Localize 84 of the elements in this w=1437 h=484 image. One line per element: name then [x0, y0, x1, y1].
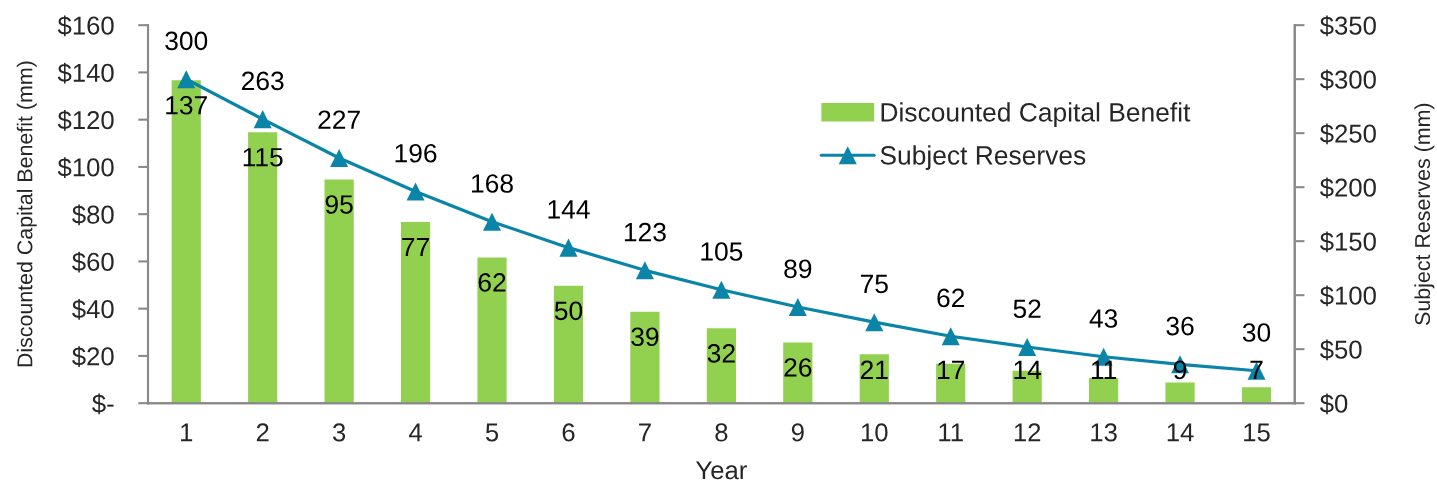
- data-label: 77: [402, 237, 429, 257]
- data-label: 123: [624, 222, 666, 242]
- y2-tick-label: $300: [1320, 69, 1376, 91]
- x-tick-label: 9: [791, 423, 804, 442]
- y-tick-label: $120: [57, 109, 114, 131]
- data-label: 26: [784, 358, 812, 377]
- data-label: 43: [1089, 309, 1118, 328]
- bar: [705, 326, 738, 404]
- data-label: 144: [548, 200, 590, 219]
- data-label: 89: [784, 259, 812, 279]
- point: [483, 212, 502, 231]
- x-tick-label: 4: [409, 423, 422, 442]
- x-tick-label: 1: [181, 423, 193, 442]
- y-tick-label: $140: [57, 62, 114, 84]
- x-tick-label: 5: [485, 423, 499, 442]
- point: [865, 313, 884, 332]
- point: [559, 238, 578, 257]
- bar: [1164, 381, 1197, 404]
- point: [788, 298, 807, 317]
- y2-tick-label: $250: [1320, 123, 1376, 145]
- data-label: 14: [1014, 360, 1042, 379]
- data-label: 17: [938, 360, 965, 379]
- point: [941, 327, 960, 346]
- x-tick-label: 14: [1167, 423, 1194, 442]
- x-tick-label: 15: [1244, 423, 1270, 442]
- y2-tick-label: $100: [1320, 285, 1376, 307]
- bar: [399, 220, 432, 404]
- y-tick-label: $20: [72, 346, 114, 368]
- point: [253, 110, 272, 129]
- bar: [934, 362, 967, 404]
- y-tick-label: $40: [72, 298, 114, 320]
- y2-tick-label: $0: [1320, 393, 1348, 415]
- y-tick-label: $80: [72, 204, 114, 226]
- data-label: 39: [631, 327, 659, 347]
- x-tick-label: 11: [939, 423, 963, 442]
- data-label: 36: [1166, 316, 1194, 336]
- y2-tick-label: $150: [1320, 231, 1376, 253]
- y2-axis-title: Subject Reserves (mm): [1414, 103, 1435, 325]
- y2-tick-label: $200: [1320, 177, 1376, 199]
- y-tick-label: $100: [57, 157, 114, 179]
- data-label: 30: [1242, 323, 1271, 342]
- data-label: 11: [1091, 360, 1117, 379]
- data-label: 168: [472, 174, 513, 193]
- x-tick-label: 6: [562, 423, 575, 442]
- bar: [1240, 385, 1273, 404]
- y2-tick-label: $50: [1320, 339, 1362, 361]
- y-tick-label: $160: [57, 15, 114, 37]
- data-label: 105: [701, 242, 743, 261]
- data-label: 300: [165, 31, 208, 51]
- data-label: 50: [554, 301, 583, 321]
- data-label: 32: [707, 343, 735, 363]
- point: [635, 261, 654, 280]
- y-axis-title: Discounted Capital Benefit (mm): [16, 61, 37, 367]
- point: [330, 148, 349, 168]
- data-label: 52: [1013, 299, 1041, 319]
- x-tick-label: 8: [715, 423, 728, 442]
- y-tick-label: $-: [92, 393, 114, 415]
- point: [406, 182, 425, 201]
- data-label: 21: [860, 360, 888, 379]
- data-label: 75: [860, 274, 888, 294]
- legend-label: Subject Reserves: [880, 145, 1086, 170]
- data-label: 227: [318, 110, 360, 129]
- x-tick-label: 10: [861, 423, 888, 442]
- point: [1018, 337, 1037, 357]
- x-axis-title: Year: [695, 461, 747, 480]
- bar: [552, 284, 585, 404]
- data-label: 62: [478, 273, 506, 292]
- bar: [476, 256, 509, 404]
- y-tick-label: $60: [72, 251, 114, 273]
- data-label: 196: [395, 143, 437, 163]
- x-tick-label: 2: [256, 423, 269, 442]
- x-tick-label: 7: [639, 423, 651, 442]
- x-tick-label: 13: [1091, 423, 1117, 442]
- legend-label: Discounted Capital Benefit: [881, 102, 1191, 127]
- x-tick-label: 12: [1014, 423, 1041, 442]
- bar: [628, 310, 661, 404]
- bar: [323, 178, 356, 404]
- data-label: 263: [242, 71, 284, 91]
- data-label: 62: [937, 288, 965, 308]
- point: [177, 70, 196, 89]
- x-tick-label: 3: [332, 423, 346, 442]
- point: [712, 280, 731, 299]
- data-label: 95: [325, 195, 353, 214]
- y2-tick-label: $350: [1320, 15, 1376, 37]
